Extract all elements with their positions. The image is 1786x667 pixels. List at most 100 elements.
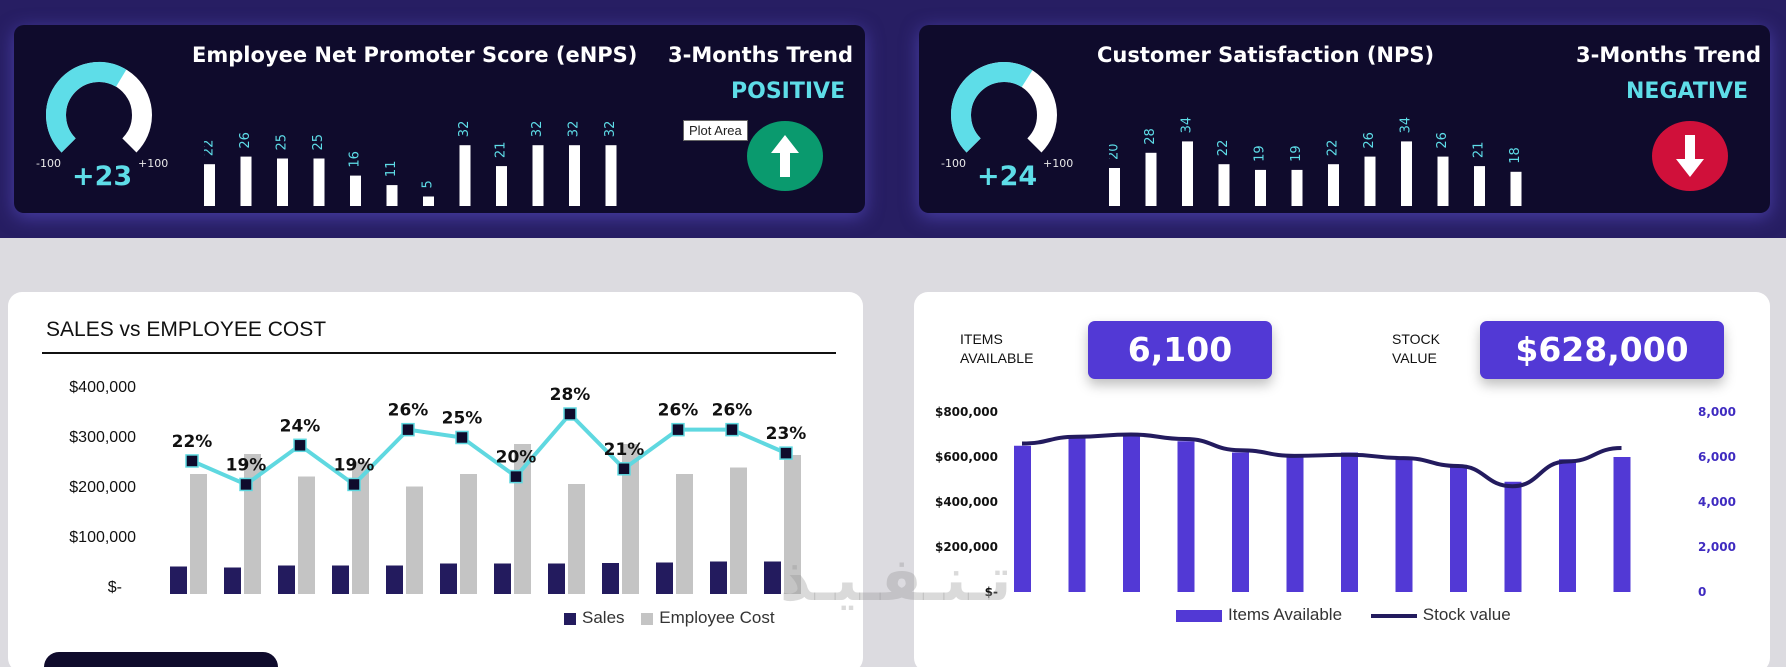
- employee-cost-bar: [568, 484, 585, 594]
- enps-gauge: [46, 62, 152, 153]
- kpi-bar: [459, 145, 471, 206]
- ratio-label: 19%: [226, 455, 267, 475]
- legend-cost: Employee Cost: [659, 608, 775, 627]
- sales-bar: [764, 561, 781, 594]
- legend-swatch-stock: [1370, 613, 1417, 618]
- legend-swatch-cost: [641, 612, 654, 625]
- nps-trend-heading: 3-Months Trend: [1576, 43, 1762, 67]
- enps-trend-value: POSITIVE: [731, 79, 846, 104]
- kpi-bar: [1474, 166, 1485, 206]
- items-bar: [1559, 459, 1576, 592]
- sales-chart-title: SALES vs EMPLOYEE COST: [46, 318, 327, 341]
- kpi-bar-label: 21: [494, 142, 509, 159]
- kpi-bar: [423, 196, 434, 206]
- ratio-label: 26%: [712, 401, 753, 421]
- sales-bar: [548, 563, 565, 594]
- items-bar: [1232, 452, 1249, 592]
- nps-gauge: [951, 62, 1057, 153]
- ratio-label: 26%: [388, 401, 429, 421]
- employee-cost-bar: [190, 474, 207, 594]
- sales-vs-cost-panel[interactable]: SALES vs EMPLOYEE COST $400,000 $300,000…: [8, 292, 863, 667]
- kpi-bar: [1437, 156, 1449, 206]
- employee-cost-bar: [622, 444, 639, 594]
- stock-value-label: STOCK VALUE: [1392, 331, 1440, 366]
- kpi-bar: [1109, 168, 1120, 206]
- sales-bar: [656, 562, 673, 594]
- enps-bar-sparkline: 22 26 25 25 16 11 5 32 21 32 32 32: [204, 121, 618, 206]
- items-bar: [1014, 445, 1031, 592]
- ratio-label: 22%: [172, 432, 213, 452]
- sales-bar: [278, 565, 295, 594]
- kpi-bar: [532, 145, 544, 206]
- right-y-tick: 8,000: [1698, 405, 1736, 419]
- ratio-marker: [239, 477, 253, 492]
- items-bar: [1341, 452, 1358, 592]
- enps-score: +23: [72, 161, 133, 192]
- ratio-marker: [725, 422, 739, 437]
- enps-card[interactable]: -100 +100 +23 Employee Net Promoter Scor…: [14, 25, 865, 213]
- inventory-panel[interactable]: ITEMS AVAILABLE 6,100 STOCK VALUE $628,0…: [914, 292, 1770, 667]
- kpi-bar-label: 16: [348, 151, 363, 168]
- kpi-bar: [386, 185, 398, 206]
- left-y-tick: $800,000: [934, 405, 998, 419]
- watermark: تـنـفـيـذ: [780, 545, 1012, 615]
- items-bar: [1068, 436, 1086, 592]
- ratio-marker: [779, 446, 793, 460]
- enps-trend-heading: 3-Months Trend: [668, 43, 854, 67]
- ratio-label: 19%: [334, 455, 375, 475]
- nps-score: +24: [977, 161, 1038, 192]
- enps-title: Employee Net Promoter Score (eNPS): [192, 43, 638, 67]
- kpi-bar-label: 20: [1109, 143, 1122, 160]
- ratio-label: 26%: [658, 401, 699, 421]
- ratio-label: 21%: [604, 440, 645, 460]
- kpi-bar: [350, 175, 361, 206]
- nps-card[interactable]: -100 +100 +24 Customer Satisfaction (NPS…: [919, 25, 1770, 213]
- items-bar: [1450, 464, 1467, 592]
- kpi-bar-label: 32: [530, 121, 545, 138]
- nps-gauge-min: -100: [941, 157, 966, 170]
- inventory-chart: [1014, 432, 1631, 592]
- ratio-label: 25%: [442, 408, 483, 428]
- kpi-bar-label: 22: [1216, 140, 1231, 157]
- legend-items: Items Available: [1228, 605, 1343, 624]
- kpi-bar: [1401, 141, 1412, 206]
- title-underline: [42, 352, 836, 354]
- kpi-bar: [277, 158, 288, 206]
- employee-cost-bar: [460, 474, 477, 594]
- left-y-tick: $-: [984, 585, 998, 599]
- kpi-bar: [1328, 164, 1339, 206]
- ratio-line: [191, 411, 787, 488]
- kpi-bar: [1291, 169, 1303, 206]
- ratio-marker: [347, 477, 361, 492]
- sales-bar: [170, 566, 187, 594]
- stock-value-value: $628,000: [1480, 321, 1724, 379]
- kpi-bar-label: 19: [1253, 145, 1268, 162]
- employee-cost-bar: [784, 455, 801, 594]
- legend-swatch-items: [1176, 609, 1222, 622]
- kpi-bar: [240, 156, 252, 206]
- kpi-bar-label: 26: [238, 132, 253, 149]
- sales-bar: [386, 565, 403, 594]
- kpi-bar-label: 18: [1508, 147, 1523, 164]
- y-tick: $200,000: [69, 479, 136, 496]
- arrow-down-icon: [1676, 135, 1704, 177]
- items-bar: [1123, 434, 1140, 592]
- employee-cost-bar: [730, 467, 747, 594]
- items-bar: [1613, 457, 1631, 592]
- nav-pill[interactable]: [44, 652, 278, 667]
- kpi-bar: [204, 164, 215, 206]
- sales-bar: [332, 565, 349, 594]
- sales-bar: [602, 563, 619, 594]
- employee-cost-bar: [676, 474, 693, 594]
- left-y-tick: $600,000: [934, 450, 998, 464]
- employee-cost-bar: [298, 476, 315, 594]
- kpi-bar-label: 26: [1362, 132, 1377, 149]
- ratio-label: 20%: [496, 448, 537, 468]
- kpi-bar: [1218, 164, 1230, 206]
- kpi-bar-label: 22: [204, 140, 217, 157]
- kpi-bar-label: 26: [1435, 132, 1450, 149]
- kpi-bar-label: 28: [1143, 128, 1158, 145]
- kpi-bar-label: 19: [1289, 145, 1304, 162]
- enps-gauge-min: -100: [36, 157, 61, 170]
- kpi-bar: [1145, 152, 1157, 206]
